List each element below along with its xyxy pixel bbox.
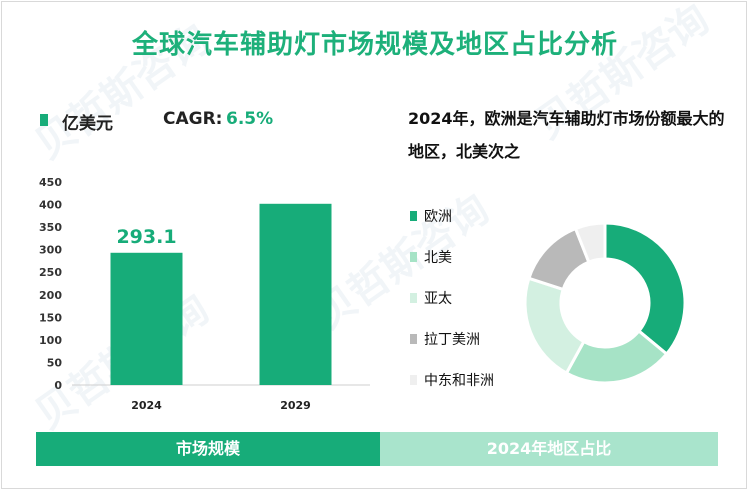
- y-tick-label: 300: [39, 244, 62, 257]
- legend-swatch: [410, 375, 417, 385]
- bar: [110, 252, 183, 385]
- unit-legend-swatch: [40, 114, 48, 126]
- donut-slice: [523, 276, 586, 376]
- y-tick-label: 100: [39, 334, 62, 347]
- legend-label: 拉丁美洲: [424, 332, 480, 348]
- legend-swatch: [410, 211, 417, 221]
- donut-chart: [523, 221, 687, 385]
- cagr-value: 6.5%: [226, 109, 274, 129]
- legend-item: 拉丁美洲: [410, 327, 550, 348]
- y-tick-label: 50: [47, 356, 63, 369]
- y-tick-label: 150: [39, 311, 62, 324]
- legend-item: 亚太: [410, 286, 550, 307]
- legend-label: 亚太: [424, 291, 452, 307]
- legend-label: 中东和非洲: [424, 373, 494, 389]
- legend-item: 欧洲: [410, 204, 550, 225]
- y-tick-label: 450: [39, 176, 62, 189]
- bar-chart: 0 50 100 150 200 250 300 350 400 450 2024 293.1 2029: [39, 176, 370, 412]
- legend-swatch: [410, 334, 417, 344]
- legend-item: 北美: [410, 245, 550, 266]
- footer-market-size: 市场规模: [36, 432, 380, 466]
- y-tick-label: 0: [54, 379, 62, 392]
- legend-swatch: [410, 293, 417, 303]
- headline-text: 2024年，欧洲是汽车辅助灯市场份额最大的地区，北美次之: [408, 109, 725, 161]
- x-tick-label: 2029: [280, 399, 311, 412]
- donut-slice: [603, 221, 687, 357]
- legend-swatch: [410, 252, 417, 262]
- y-tick-label: 400: [39, 199, 62, 212]
- data-label: 293.1: [116, 226, 176, 248]
- cagr-label: CAGR:: [163, 109, 223, 129]
- bar: [259, 203, 332, 385]
- unit-label: 亿美元: [62, 114, 113, 134]
- legend-label: 北美: [424, 250, 452, 266]
- legend-item: 中东和非洲: [410, 368, 550, 389]
- page-title: 全球汽车辅助灯市场规模及地区占比分析: [131, 30, 618, 60]
- y-tick-label: 200: [39, 289, 62, 302]
- footer-region-share: 2024年地区占比: [380, 432, 718, 466]
- y-tick-label: 250: [39, 266, 62, 279]
- donut-slice: [573, 221, 607, 265]
- y-tick-label: 350: [39, 221, 62, 234]
- legend-label: 欧洲: [424, 209, 452, 225]
- x-tick-label: 2024: [131, 399, 162, 412]
